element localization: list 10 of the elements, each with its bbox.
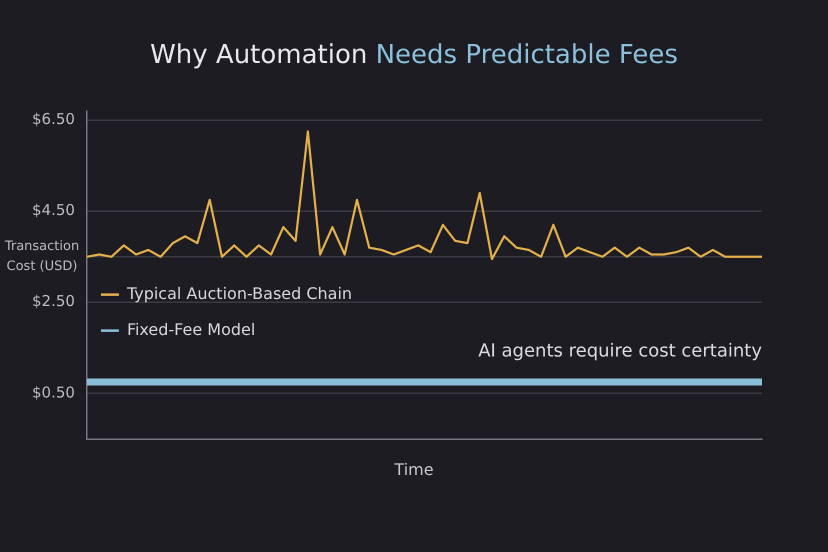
legend-label: Fixed-Fee Model — [126, 320, 256, 339]
y-axis-title: Transaction Cost (USD) — [4, 238, 80, 276]
annotation: AI agents require cost certainty — [478, 340, 762, 362]
y-tick-label: $6.50 — [32, 110, 75, 128]
chart-title: Why Automation Needs Predictable Fees — [150, 40, 678, 70]
y-tick-label: $2.50 — [32, 292, 75, 310]
y-tick-label: $0.50 — [32, 383, 75, 402]
legend-label: Typical Auction-Based Chain — [126, 284, 352, 303]
y-tick-label: $4.50 — [32, 201, 75, 220]
x-axis-title: Time — [393, 460, 435, 479]
